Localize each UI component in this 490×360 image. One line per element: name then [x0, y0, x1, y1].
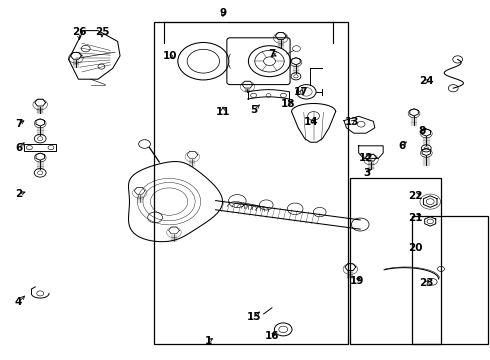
Text: 20: 20 [408, 243, 423, 253]
Text: 10: 10 [163, 51, 178, 61]
Text: 12: 12 [359, 153, 374, 163]
Text: 5: 5 [250, 105, 257, 115]
Text: 19: 19 [349, 276, 364, 286]
Bar [412, 216, 488, 344]
Text: 6: 6 [398, 141, 405, 151]
Text: 2: 2 [15, 189, 22, 199]
Text: 16: 16 [265, 330, 279, 341]
Text: 11: 11 [216, 107, 230, 117]
Text: 13: 13 [344, 117, 359, 127]
Text: 1: 1 [205, 336, 212, 346]
Text: 18: 18 [281, 99, 295, 109]
Text: 23: 23 [419, 278, 434, 288]
Text: 17: 17 [294, 87, 309, 97]
Text: 21: 21 [408, 213, 423, 223]
Bar [350, 178, 441, 344]
Text: 9: 9 [220, 8, 226, 18]
Bar [24, 144, 56, 151]
Text: 25: 25 [95, 27, 109, 37]
Text: 22: 22 [408, 191, 423, 201]
Text: 8: 8 [419, 126, 426, 136]
Text: 6: 6 [15, 143, 22, 153]
Text: 14: 14 [304, 117, 318, 127]
Text: 7: 7 [15, 119, 23, 129]
Text: 26: 26 [72, 27, 87, 37]
Text: 4: 4 [15, 297, 23, 307]
Text: 3: 3 [363, 168, 370, 178]
Bar [154, 22, 348, 344]
Text: 15: 15 [246, 312, 261, 322]
Text: 24: 24 [419, 76, 434, 86]
Text: 7: 7 [268, 49, 276, 59]
